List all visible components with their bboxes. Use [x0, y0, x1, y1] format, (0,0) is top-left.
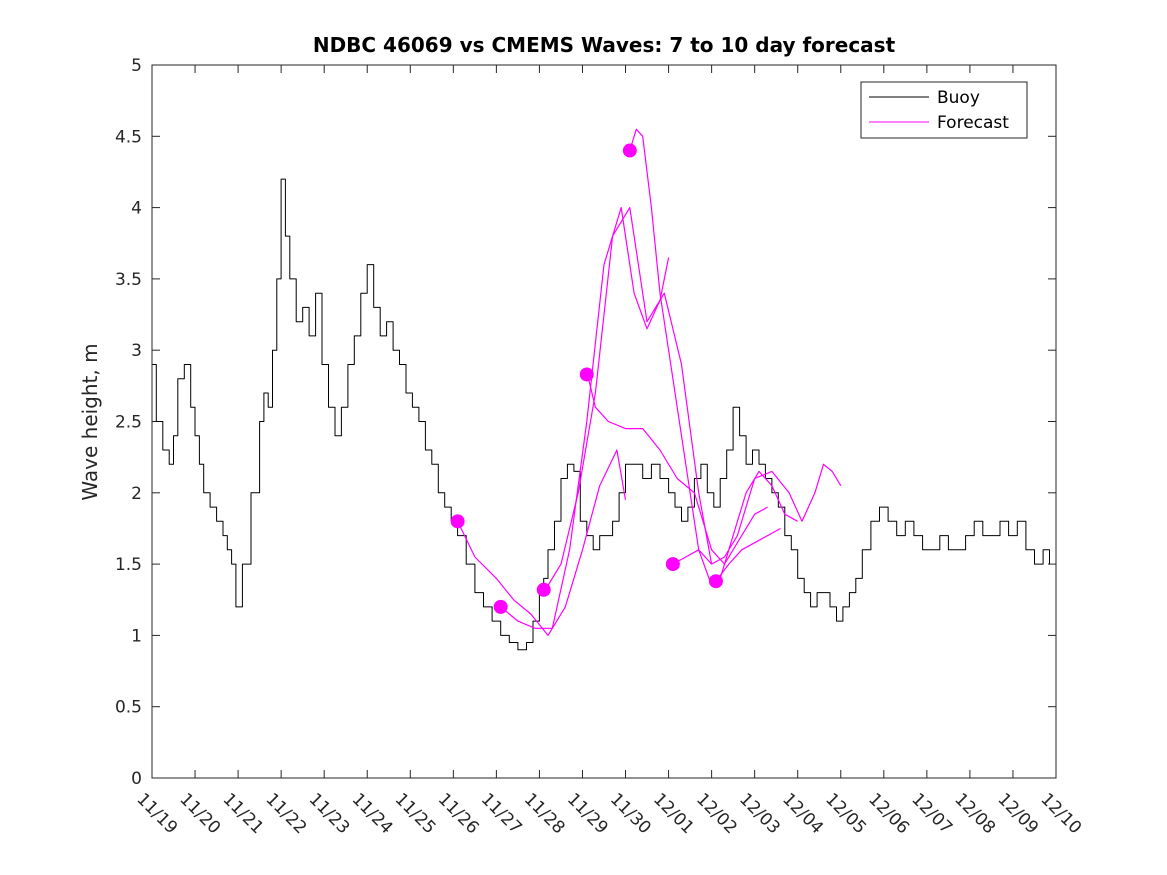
- forecast-series-line: [715, 527, 781, 582]
- buoy-series-line: [152, 178, 1050, 651]
- y-tick-label: 4.5: [115, 127, 142, 147]
- forecast-series-line: [500, 207, 670, 629]
- forecast-start-marker: [708, 574, 723, 589]
- forecast-start-marker: [493, 599, 508, 614]
- y-tick-label: 5: [131, 56, 142, 76]
- legend-box: [860, 81, 1028, 139]
- forecast-series-line: [672, 463, 842, 565]
- forecast-start-marker: [450, 514, 465, 529]
- forecast-series-line: [457, 449, 627, 636]
- y-tick-label: 2.5: [115, 413, 142, 433]
- marker-layer: [450, 143, 723, 614]
- forecast-start-marker: [622, 143, 637, 158]
- y-tick-label: 3: [131, 341, 142, 361]
- chart-title: NDBC 46069 vs CMEMS Waves: 7 to 10 day f…: [313, 33, 896, 57]
- axes-box: [151, 64, 1057, 779]
- plot-area: [152, 65, 1056, 778]
- forecast-series-line: [586, 371, 768, 565]
- y-tick-label: 2: [131, 484, 142, 504]
- forecast-series-line: [629, 128, 798, 587]
- forecast-start-marker: [579, 367, 594, 382]
- y-tick-label: 3.5: [115, 270, 142, 290]
- y-tick-label: 0: [131, 769, 142, 789]
- forecast-series-line: [543, 207, 713, 593]
- forecast-start-marker: [536, 582, 551, 597]
- legend: Buoy Forecast: [860, 81, 1028, 139]
- forecast-start-marker: [665, 557, 680, 572]
- legend-buoy-label: Buoy: [937, 88, 980, 108]
- legend-forecast-label: Forecast: [937, 113, 1009, 133]
- series-layer: [152, 128, 1050, 651]
- y-tick-label: 0.5: [115, 698, 142, 718]
- y-axis-label: Wave height, m: [78, 343, 102, 500]
- y-tick-label: 4: [131, 199, 142, 219]
- y-tick-label: 1: [131, 626, 142, 646]
- y-tick-label: 1.5: [115, 555, 142, 575]
